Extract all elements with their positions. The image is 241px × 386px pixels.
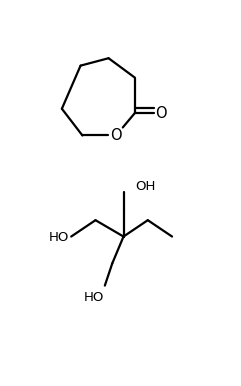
Text: O: O [155, 106, 167, 121]
Text: O: O [110, 128, 122, 143]
Text: HO: HO [83, 291, 104, 304]
Text: OH: OH [136, 179, 156, 193]
Text: HO: HO [49, 231, 69, 244]
